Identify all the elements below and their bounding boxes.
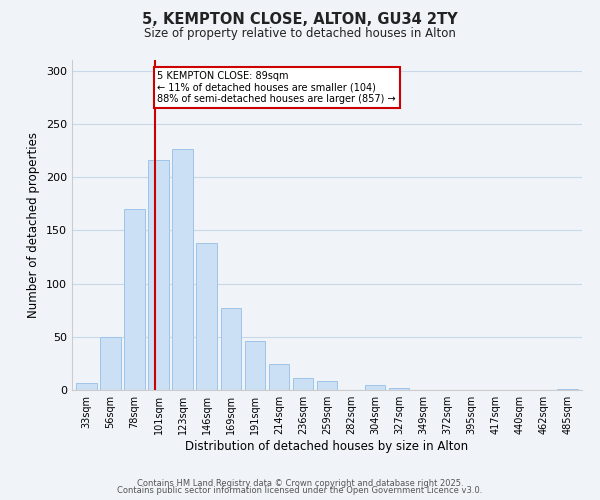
- X-axis label: Distribution of detached houses by size in Alton: Distribution of detached houses by size …: [185, 440, 469, 453]
- Bar: [365, 384, 385, 390]
- Text: Contains HM Land Registry data © Crown copyright and database right 2025.: Contains HM Land Registry data © Crown c…: [137, 478, 463, 488]
- Bar: [100, 337, 121, 390]
- Bar: [293, 378, 313, 390]
- Bar: [76, 382, 97, 390]
- Text: 5, KEMPTON CLOSE, ALTON, GU34 2TY: 5, KEMPTON CLOSE, ALTON, GU34 2TY: [142, 12, 458, 28]
- Bar: [389, 388, 409, 390]
- Bar: [245, 341, 265, 390]
- Text: Size of property relative to detached houses in Alton: Size of property relative to detached ho…: [144, 28, 456, 40]
- Y-axis label: Number of detached properties: Number of detached properties: [28, 132, 40, 318]
- Bar: [221, 308, 241, 390]
- Bar: [148, 160, 169, 390]
- Bar: [124, 209, 145, 390]
- Text: 5 KEMPTON CLOSE: 89sqm
← 11% of detached houses are smaller (104)
88% of semi-de: 5 KEMPTON CLOSE: 89sqm ← 11% of detached…: [157, 70, 396, 104]
- Bar: [269, 364, 289, 390]
- Bar: [196, 243, 217, 390]
- Bar: [557, 389, 578, 390]
- Bar: [317, 382, 337, 390]
- Bar: [172, 150, 193, 390]
- Text: Contains public sector information licensed under the Open Government Licence v3: Contains public sector information licen…: [118, 486, 482, 495]
